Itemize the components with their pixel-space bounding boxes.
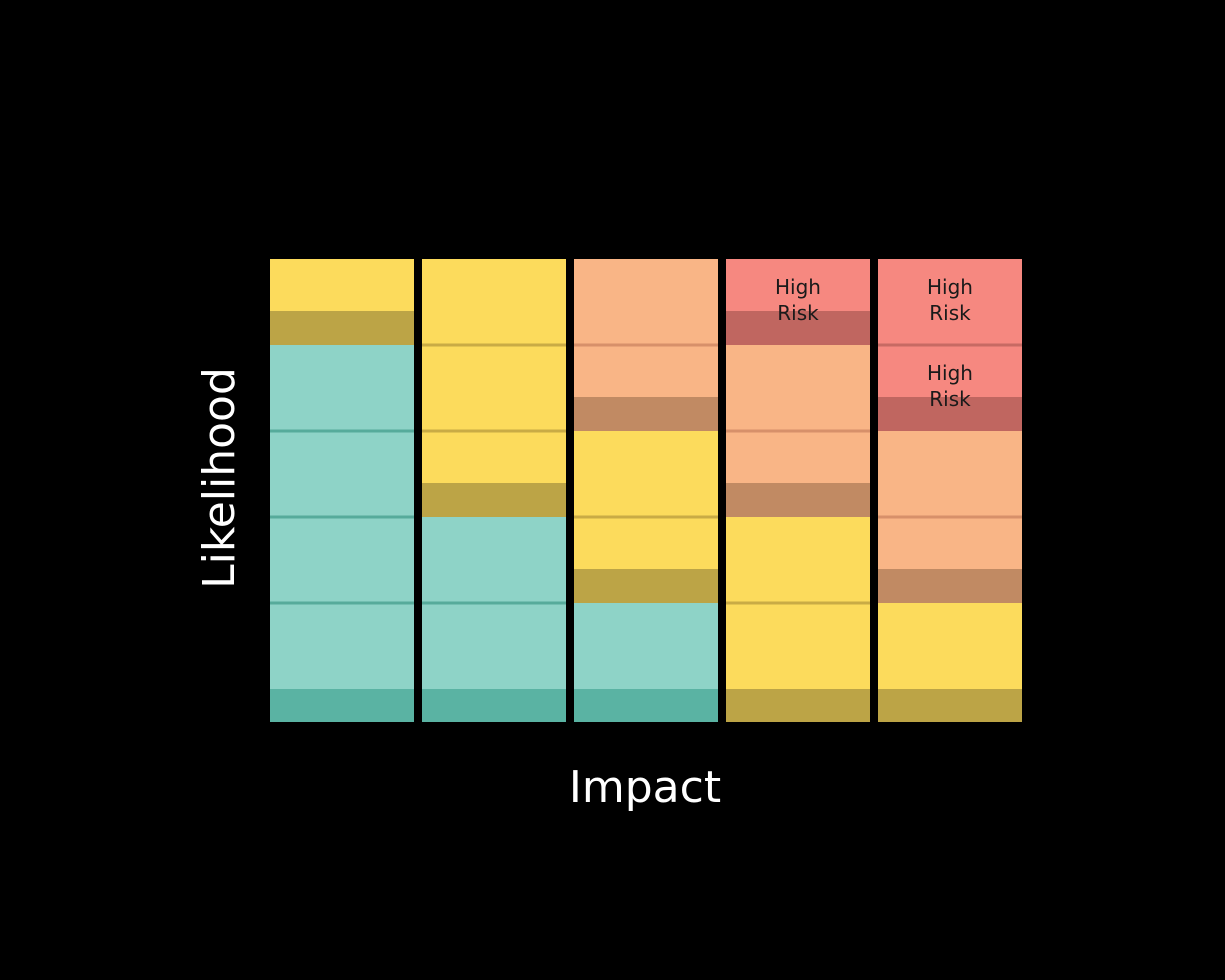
matrix-transition-band xyxy=(422,483,566,517)
matrix-cell xyxy=(422,603,566,689)
matrix-cell xyxy=(270,345,414,431)
matrix-cell xyxy=(726,517,870,603)
matrix-transition-band xyxy=(574,569,718,603)
matrix-base-band xyxy=(878,689,1022,722)
matrix-cell xyxy=(270,431,414,517)
matrix-transition-band xyxy=(726,483,870,517)
matrix-cell xyxy=(726,345,870,431)
matrix-transition-band xyxy=(270,311,414,345)
x-axis-label: Impact xyxy=(568,762,722,813)
matrix-cell xyxy=(270,517,414,603)
matrix-base-band xyxy=(270,689,414,722)
matrix-cell xyxy=(422,517,566,603)
matrix-cell xyxy=(574,603,718,689)
matrix-transition-band xyxy=(878,569,1022,603)
cell-risk-label: High Risk xyxy=(927,275,973,325)
matrix-transition-band xyxy=(574,397,718,431)
matrix-cell xyxy=(422,345,566,431)
matrix-transition-band xyxy=(726,311,870,345)
matrix-base-band xyxy=(574,689,718,722)
matrix-cell xyxy=(878,259,1022,345)
cell-risk-label: High Risk xyxy=(927,361,973,411)
matrix-cell xyxy=(726,603,870,689)
matrix-transition-band xyxy=(878,397,1022,431)
matrix-cell xyxy=(574,259,718,345)
matrix-base-band xyxy=(422,689,566,722)
matrix-cell xyxy=(878,431,1022,517)
matrix-cell xyxy=(574,431,718,517)
matrix-cell xyxy=(422,259,566,345)
matrix-base-band xyxy=(726,689,870,722)
cell-risk-label: High Risk xyxy=(775,275,821,325)
y-axis-label: Likelihood xyxy=(194,367,245,589)
matrix-cell xyxy=(270,603,414,689)
matrix-cell xyxy=(878,603,1022,689)
